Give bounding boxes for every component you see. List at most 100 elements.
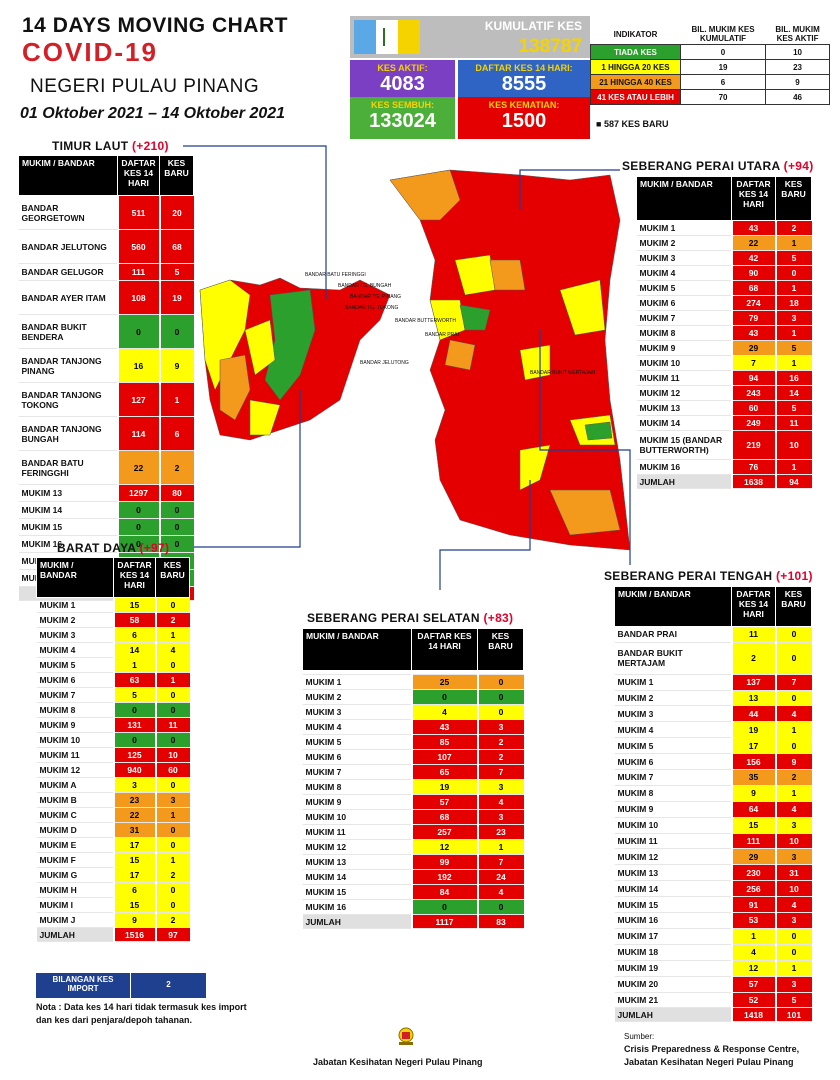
kes-baru-cell: 3: [774, 310, 812, 326]
kes-baru-cell: 4: [154, 642, 190, 658]
mukim-name: MUKIM 1: [636, 220, 732, 236]
daftar-kes-cell: 111: [730, 833, 776, 850]
mukim-name: BANDAR TANJONG TOKONG: [18, 382, 118, 417]
daftar-kes-cell: 156: [730, 753, 776, 771]
kes-kematian-value: 1500: [501, 110, 547, 132]
table-row: MUKIM 14 249 11: [636, 415, 812, 431]
kumulatif-value: 138787: [518, 36, 582, 57]
kes-baru-cell: 5: [774, 250, 812, 266]
table-row: BANDAR JELUTONG 560 68: [18, 229, 194, 264]
indicator-header-act: BIL. MUKIM KES AKTIF: [775, 25, 820, 43]
mukim-name: MUKIM 9: [636, 340, 732, 356]
daftar-kes-cell: 256: [730, 880, 776, 898]
kes-baru-cell: 7: [774, 674, 812, 691]
mukim-name: MUKIM 3: [614, 705, 732, 723]
mukim-name: MUKIM 10: [614, 817, 732, 834]
table-row: MUKIM 12 243 14: [636, 385, 812, 401]
table-row: MUKIM 2 22 1: [636, 235, 812, 251]
table-row: MUKIM 1 43 2: [636, 220, 812, 236]
total-value: 1638: [730, 474, 776, 490]
kes-baru-cell: 0: [774, 626, 812, 643]
col-header: KES BARU: [775, 586, 812, 627]
table-row: MUKIM 16 0 0: [18, 535, 194, 553]
source-label: Sumber:: [624, 1032, 655, 1041]
table-row: MUKIM 15 (BANDAR BUTTERWORTH) 219 10: [636, 430, 812, 461]
kes-baru-cell: 80: [158, 484, 194, 502]
daftar-kes-cell: 4: [410, 704, 478, 720]
daftar-kes-cell: 2: [730, 642, 776, 675]
kes-baru-cell: 4: [774, 801, 812, 818]
mukim-name: MUKIM D: [36, 822, 114, 838]
daftar-kes-cell: 243: [730, 385, 776, 401]
table-row: MUKIM 6 107 2: [302, 749, 524, 765]
table-row: MUKIM 10 15 3: [614, 817, 812, 834]
spu-table: MUKIM / BANDAR DAFTAR KES 14 HARI KES BARU…: [636, 176, 812, 490]
mukim-name: MUKIM 6: [302, 749, 412, 765]
kes-baru-cell: 0: [154, 732, 190, 748]
spu-table-wrap: MUKIM / BANDAR DAFTAR KES 14 HARI KES BARU…: [636, 176, 812, 490]
kes-kematian-label: KES KEMATIAN:: [488, 100, 560, 110]
daftar-kes-cell: 44: [730, 705, 776, 723]
total-value: 1117: [410, 914, 478, 929]
kes-baru-cell: 2: [154, 912, 190, 928]
table-row: MUKIM 16 53 3: [614, 912, 812, 929]
table-row: MUKIM G 17 2: [36, 867, 190, 883]
kes-baru-cell: 1: [774, 785, 812, 802]
col-header: DAFTAR KES 14 HARI: [731, 586, 776, 627]
daftar-kes-cell: 58: [112, 612, 156, 628]
col-header: DAFTAR KES 14 HARI: [731, 176, 776, 221]
kes-baru-cell: 2: [476, 734, 524, 750]
kes-baru-cell: 1: [774, 960, 812, 977]
mukim-name: MUKIM 14: [614, 880, 732, 898]
kes-baru-cell: 16: [774, 370, 812, 386]
table-row: MUKIM 10 0 0: [36, 732, 190, 748]
kes-baru-cell: 0: [154, 777, 190, 793]
kes-baru-cell: 11: [154, 717, 190, 733]
daftar-kes-cell: 31: [112, 822, 156, 838]
penang-flag-icon: [354, 20, 420, 54]
kes-baru-cell: 9: [774, 753, 812, 771]
mukim-name: MUKIM 19: [614, 960, 732, 977]
total-value: 1516: [112, 927, 156, 942]
daftar-kes-cell: 9: [730, 785, 776, 802]
daftar-kes-cell: 560: [116, 229, 160, 264]
mukim-name: MUKIM 15 (BANDAR BUTTERWORTH): [636, 430, 732, 461]
total-value: 101: [774, 1007, 812, 1023]
barat-daya-table: MUKIM / BANDAR DAFTAR KES 14 HARI KES BARU…: [36, 557, 190, 942]
table-row: MUKIM 20 57 3: [614, 976, 812, 993]
table-row: BANDAR BATU FERINGGHI 22 2: [18, 450, 194, 485]
table-row: MUKIM 7 79 3: [636, 310, 812, 326]
spt-name: SEBERANG PERAI TENGAH: [604, 569, 773, 583]
table-row: MUKIM 5 68 1: [636, 280, 812, 296]
daftar-kes-cell: 219: [730, 430, 776, 461]
table-row: MUKIM 1 25 0: [302, 674, 524, 690]
daftar-kes-cell: 940: [112, 762, 156, 778]
kes-baru-cell: 7: [476, 764, 524, 780]
table-row: BANDAR BUKIT MERTAJAM 2 0: [614, 642, 812, 675]
col-header: MUKIM / BANDAR: [636, 176, 732, 221]
daftar-kes-cell: 9: [112, 912, 156, 928]
daftar-kes-cell: 63: [112, 672, 156, 688]
mukim-name: MUKIM 11: [636, 370, 732, 386]
mukim-name: MUKIM 12: [302, 839, 412, 855]
kes-aktif-value: 4083: [380, 73, 425, 95]
daftar-kes-cell: 5: [112, 687, 156, 703]
table-row: MUKIM 2 13 0: [614, 690, 812, 707]
mukim-name: MUKIM 7: [302, 764, 412, 780]
daftar-kes-cell: 192: [410, 869, 478, 885]
mukim-name: BANDAR AYER ITAM: [18, 280, 118, 315]
barat-daya-table-wrap: MUKIM / BANDAR DAFTAR KES 14 HARI KES BARU…: [36, 557, 190, 942]
mukim-name: MUKIM 8: [36, 702, 114, 718]
table-row: MUKIM 4 14 4: [36, 642, 190, 658]
indicator-label: 1 HINGGA 20 KES: [590, 59, 681, 75]
mukim-name: BANDAR JELUTONG: [18, 229, 118, 264]
spu-new: (+94): [783, 159, 814, 173]
indicator-act: 46: [765, 89, 830, 105]
spt-title: SEBERANG PERAI TENGAH (+101): [604, 569, 813, 583]
kes-baru-cell: 1: [154, 807, 190, 823]
kes-baru-cell: 1: [774, 355, 812, 371]
daftar-kes-cell: 22: [730, 235, 776, 251]
col-header: KES BARU: [775, 176, 812, 221]
